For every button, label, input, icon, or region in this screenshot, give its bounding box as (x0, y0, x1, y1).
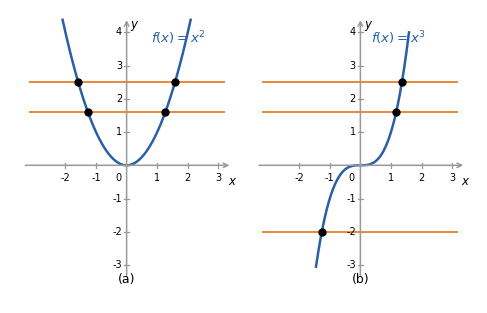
Text: $x$: $x$ (461, 175, 470, 187)
Text: -2: -2 (112, 227, 122, 237)
Text: 3: 3 (116, 60, 122, 70)
Text: -1: -1 (346, 193, 356, 203)
Text: (a): (a) (118, 273, 135, 286)
Text: $y$: $y$ (364, 19, 374, 33)
Text: 2: 2 (116, 94, 122, 104)
Text: 4: 4 (116, 27, 122, 37)
Text: -1: -1 (112, 193, 122, 203)
Text: -1: -1 (91, 173, 101, 182)
Text: 0: 0 (115, 173, 121, 182)
Text: 3: 3 (350, 60, 356, 70)
Text: 1: 1 (154, 173, 160, 182)
Text: $f(x) = x^3$: $f(x) = x^3$ (371, 29, 426, 47)
Text: 1: 1 (350, 127, 356, 137)
Text: 4: 4 (350, 27, 356, 37)
Text: 0: 0 (349, 173, 355, 182)
Text: -3: -3 (112, 260, 122, 270)
Text: -3: -3 (346, 260, 356, 270)
Text: -2: -2 (294, 173, 304, 182)
Text: 1: 1 (116, 127, 122, 137)
Text: (b): (b) (352, 273, 369, 286)
Text: -1: -1 (325, 173, 335, 182)
Text: 3: 3 (215, 173, 222, 182)
Text: -2: -2 (60, 173, 70, 182)
Text: $x$: $x$ (227, 175, 237, 187)
Text: 2: 2 (418, 173, 425, 182)
Text: 2: 2 (185, 173, 191, 182)
Text: -2: -2 (346, 227, 356, 237)
Text: $f(x) = x^2$: $f(x) = x^2$ (151, 29, 206, 47)
Text: 3: 3 (449, 173, 455, 182)
Text: $y$: $y$ (131, 19, 140, 33)
Text: 1: 1 (388, 173, 394, 182)
Text: 2: 2 (350, 94, 356, 104)
